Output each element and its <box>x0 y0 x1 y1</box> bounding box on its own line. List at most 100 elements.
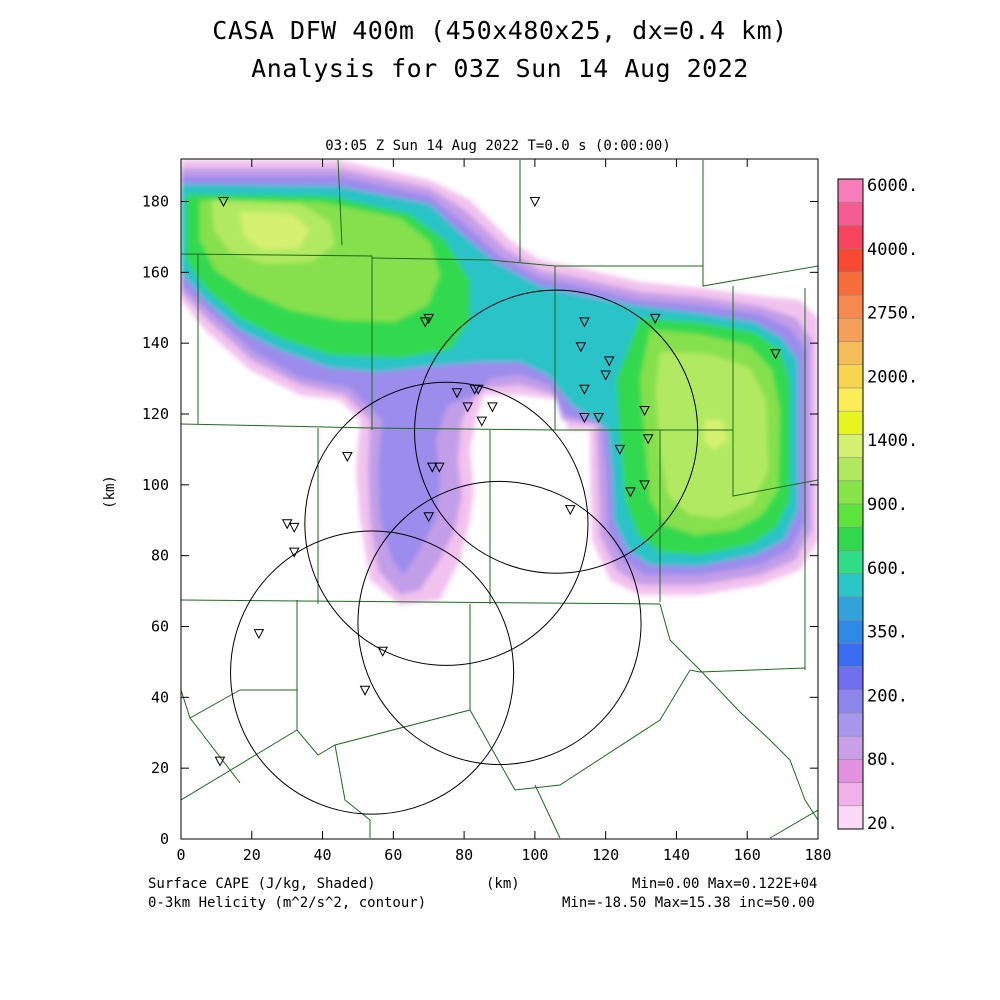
colorbar-label: 6000. <box>867 176 918 196</box>
station-marker <box>529 197 541 208</box>
station-marker <box>639 480 650 491</box>
y-tick-label: 180 <box>142 193 169 211</box>
station-marker <box>253 629 265 640</box>
station-marker <box>218 197 229 208</box>
colorbar-swatch <box>837 643 864 667</box>
station-marker <box>625 487 636 498</box>
x-tick-label: 60 <box>384 846 402 864</box>
y-tick-label: 20 <box>151 759 169 777</box>
x-axis-unit: (km) <box>486 876 520 892</box>
radar-range-circle <box>230 530 515 815</box>
colorbar-swatch <box>837 735 864 760</box>
colorbar-swatch <box>837 550 864 574</box>
station-marker <box>579 317 590 328</box>
x-tick-label: 80 <box>455 846 473 864</box>
x-tick-label: 0 <box>176 846 185 864</box>
colorbar-swatch <box>837 503 864 528</box>
station-marker <box>426 462 438 473</box>
station-marker <box>377 646 389 657</box>
colorbar-swatch <box>837 410 864 435</box>
boundaries <box>181 159 818 839</box>
colorbar-swatch <box>837 225 864 249</box>
station-marker <box>575 342 587 353</box>
station-marker <box>281 519 293 530</box>
colorbar-label: 1400. <box>867 431 918 451</box>
colorbar-frame <box>837 178 864 830</box>
x-tick-label: 20 <box>243 846 261 864</box>
colorbar-swatch <box>837 596 864 621</box>
colorbar-swatch <box>837 271 864 296</box>
station-marker <box>639 405 650 417</box>
y-tick-label: 100 <box>142 476 169 494</box>
colorbar-swatch <box>837 294 864 319</box>
colorbar-swatch <box>837 619 864 644</box>
station-marker <box>434 462 445 473</box>
colorbar-label: 600. <box>867 559 908 579</box>
cape-band-pale-yellow <box>240 212 728 450</box>
y-tick-label: 0 <box>160 830 169 848</box>
colorbar-swatch <box>837 364 864 389</box>
colorbar-label: 900. <box>867 495 908 515</box>
x-tick-label: 160 <box>734 846 761 864</box>
chart-subtitle: Analysis for 03Z Sun 14 Aug 2022 <box>251 54 749 83</box>
x-axis: 0 20 40 60 80 100 120 140 160 180 <box>176 159 832 864</box>
station-marker <box>288 547 300 558</box>
station-marker <box>462 402 473 413</box>
colorbar-swatch <box>837 434 864 458</box>
y-tick-label: 80 <box>151 547 169 565</box>
station-marker <box>579 413 590 424</box>
station-marker <box>451 388 463 399</box>
colorbar-swatch <box>837 178 864 203</box>
colorbar-swatch <box>837 805 864 830</box>
station-marker <box>770 349 781 360</box>
plot-frame <box>180 158 819 840</box>
colorbar-swatch <box>837 457 864 482</box>
y-tick-label: 140 <box>142 334 169 352</box>
y-tick-label: 160 <box>142 263 169 281</box>
station-marker <box>472 384 484 395</box>
colorbar: 20. 80. 200. 350. 600. 900. 1400. 2000. 2750. 400… <box>837 176 918 834</box>
station-marker <box>359 685 371 696</box>
station-marker <box>600 370 611 381</box>
station-marker <box>579 384 590 395</box>
y-axis: 0 20 40 60 80 100 120 140 160 180 <box>142 193 818 848</box>
colorbar-swatch <box>837 782 864 807</box>
station-marker <box>214 756 226 767</box>
radar-range-circle <box>414 289 699 574</box>
station-marker <box>423 313 435 324</box>
station-marker <box>593 413 604 424</box>
x-tick-label: 140 <box>663 846 690 864</box>
station-marker <box>487 402 498 413</box>
colorbar-label: 80. <box>867 750 898 770</box>
x-tick-label: 40 <box>314 846 332 864</box>
station-marker <box>419 317 431 328</box>
y-tick-label: 40 <box>151 688 169 706</box>
field1-label: Surface CAPE (J/kg, Shaded) <box>148 876 376 892</box>
radar-range-circle <box>304 381 589 666</box>
colorbar-swatch <box>837 201 864 226</box>
station-marker <box>564 505 576 516</box>
colorbar-swatch <box>837 689 864 714</box>
y-axis-label: (km) <box>102 475 118 509</box>
colorbar-swatch <box>837 759 864 783</box>
colorbar-swatch <box>837 318 864 342</box>
colorbar-label: 2000. <box>867 367 918 387</box>
colorbar-label: 350. <box>867 623 908 643</box>
station-marker <box>603 356 615 367</box>
helicity-stats: Min=-18.50 Max=15.38 inc=50.00 <box>562 895 815 911</box>
cape-stats: Min=0.00 Max=0.122E+04 <box>632 876 818 892</box>
chart-title: CASA DFW 400m (450x480x25, dx=0.4 km) <box>212 16 788 45</box>
radar-range-circle <box>357 480 642 766</box>
station-marker <box>341 452 353 463</box>
station-marker <box>288 522 300 533</box>
x-tick-label: 180 <box>804 846 831 864</box>
colorbar-label: 20. <box>867 814 898 834</box>
cape-shading <box>181 160 818 605</box>
stations <box>214 197 781 767</box>
colorbar-swatch <box>837 248 864 273</box>
colorbar-label: 4000. <box>867 240 918 260</box>
station-marker <box>614 444 626 455</box>
station-marker <box>476 416 488 427</box>
station-marker <box>642 434 654 445</box>
